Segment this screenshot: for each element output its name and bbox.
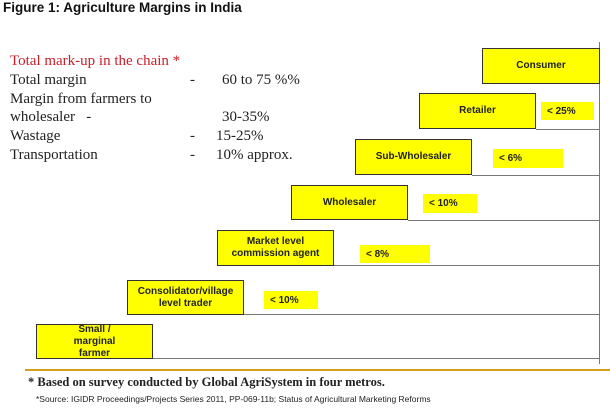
- summary-label: Transportation: [10, 147, 98, 163]
- stage-consumer: Consumer: [482, 48, 600, 84]
- step-line: [334, 265, 599, 266]
- summary-dash: -: [190, 72, 195, 88]
- stage-village-trader: Consolidator/village level trader: [127, 280, 244, 315]
- summary-label: Wastage: [10, 128, 61, 144]
- figure-title: Figure 1: Agriculture Margins in India: [3, 0, 242, 15]
- footnote: * Based on survey conducted by Global Ag…: [28, 375, 385, 389]
- step-line: [408, 220, 599, 221]
- summary-label: Margin from farmers to: [10, 91, 152, 107]
- stage-wholesaler: Wholesaler: [291, 185, 408, 220]
- summary-value: 60 to 75 %%: [222, 72, 300, 88]
- summary-value: 15-25%: [216, 128, 264, 144]
- margin-badge: < 6%: [493, 149, 563, 168]
- summary-dash: -: [190, 128, 195, 144]
- margin-badge: < 8%: [360, 245, 430, 263]
- source-note: *Source: IGIDR Proceedings/Projects Seri…: [36, 394, 431, 404]
- stage-sub-wholesaler: Sub-Wholesaler: [355, 139, 472, 175]
- margin-badge: < 10%: [264, 291, 318, 309]
- stage-commission-agent: Market level commission agent: [217, 230, 334, 266]
- margin-badge: < 10%: [423, 194, 477, 213]
- summary-label: Total margin: [10, 72, 87, 88]
- stage-farmer: Small / marginal farmer: [36, 324, 153, 359]
- step-line: [153, 358, 599, 359]
- summary-value: 10% approx.: [216, 147, 293, 163]
- step-line: [244, 314, 599, 315]
- summary-value: 30-35%: [222, 109, 270, 125]
- summary-label: wholesaler -: [10, 109, 92, 125]
- step-line: [472, 175, 599, 176]
- stage-retailer: Retailer: [419, 93, 536, 129]
- divider-rule: [25, 369, 610, 371]
- summary-heading: Total mark-up in the chain *: [10, 53, 181, 69]
- summary-dash: -: [190, 147, 195, 163]
- margin-badge: < 25%: [541, 102, 594, 120]
- axis-line: [599, 42, 600, 364]
- step-line: [536, 129, 599, 130]
